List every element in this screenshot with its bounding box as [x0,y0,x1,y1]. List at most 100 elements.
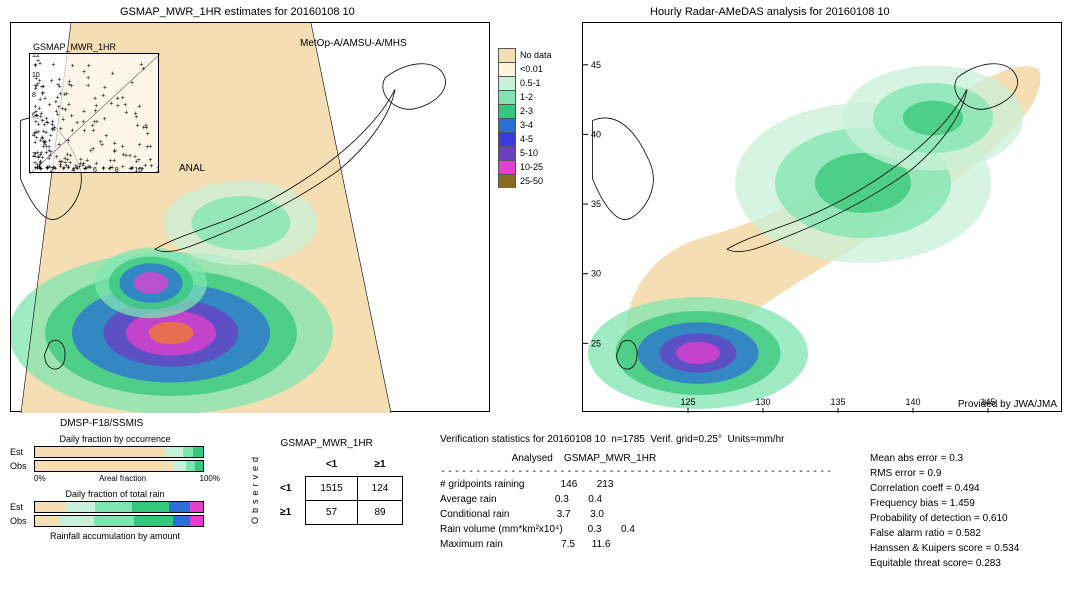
svg-text:+: + [101,166,105,173]
legend-item: 1-2 [498,90,552,104]
svg-text:10: 10 [134,167,142,174]
svg-text:+: + [101,93,105,100]
svg-text:4: 4 [71,167,75,174]
svg-text:+: + [109,101,113,108]
svg-text:135: 135 [830,397,845,407]
svg-text:+: + [41,84,45,91]
svg-text:+: + [59,126,63,133]
legend-item: 5-10 [498,146,552,160]
svg-text:+: + [49,149,53,156]
svg-text:+: + [82,69,86,76]
svg-text:25: 25 [591,338,601,348]
contingency-panel: GSMAP_MWR_1HR Observed <1≥1 <11515124 ≥1… [250,438,403,525]
svg-text:+: + [68,152,72,159]
svg-text:+: + [116,103,120,110]
svg-text:30: 30 [591,269,601,279]
svg-text:+: + [65,91,69,98]
svg-text:+: + [148,144,152,151]
legend-item: 3-4 [498,118,552,132]
svg-text:+: + [146,131,150,138]
fraction-title-accum: Rainfall accumulation by amount [10,531,220,541]
contingency-table: <1≥1 <11515124 ≥15789 [266,453,403,525]
svg-text:+: + [130,80,134,87]
fraction-bar-row: Est [10,446,220,458]
left-map-metop-label: MetOp-A/AMSU-A/MHS [300,38,407,49]
svg-text:+: + [103,116,107,123]
svg-text:+: + [66,138,70,145]
svg-text:+: + [86,75,90,82]
svg-text:+: + [91,123,95,130]
svg-text:+: + [70,127,74,134]
fraction-title-total: Daily fraction of total rain [10,489,220,499]
left-map-title: GSMAP_MWR_1HR estimates for 20160108 10 [120,6,355,18]
svg-text:+: + [51,62,55,69]
svg-text:+: + [67,78,71,85]
svg-text:Provided by JWA/JMA: Provided by JWA/JMA [958,399,1057,410]
svg-text:+: + [93,108,97,115]
verification-table: Analysed GSMAP_MWR_1HR------------------… [440,451,840,571]
left-map: GSMAP_MWR_1HR ++++++++++++++++++++++++++… [10,22,490,412]
svg-text:2: 2 [50,167,54,174]
fraction-panel: Daily fraction by occurrence EstObs 0% A… [10,430,220,543]
metric-row: Correlation coeff = 0.494 [870,481,1019,496]
svg-text:12: 12 [156,167,160,174]
svg-text:+: + [49,78,53,85]
svg-text:+: + [37,106,41,113]
metric-row: Equitable threat score= 0.283 [870,556,1019,571]
svg-text:+: + [133,154,137,161]
svg-text:+: + [108,158,112,165]
svg-text:+: + [34,63,38,70]
svg-text:+: + [39,113,43,120]
metric-row: RMS error = 0.9 [870,466,1019,481]
svg-text:2: 2 [32,152,36,159]
legend-item: <0.01 [498,62,552,76]
svg-text:130: 130 [755,397,770,407]
inset-anal-label: ANAL [179,163,205,174]
svg-text:140: 140 [905,397,920,407]
verification-panel: Verification statistics for 20160108 10 … [440,432,1070,571]
svg-text:+: + [35,166,39,173]
svg-text:+: + [61,116,65,123]
svg-text:8: 8 [115,167,119,174]
svg-text:+: + [38,152,42,159]
metric-row: False alarm ratio = 0.582 [870,526,1019,541]
metric-row: Mean abs error = 0.3 [870,451,1019,466]
svg-text:45: 45 [591,60,601,70]
svg-text:+: + [44,150,48,157]
right-map-title: Hourly Radar-AMeDAS analysis for 2016010… [650,6,890,18]
root: GSMAP_MWR_1HR estimates for 20160108 10 … [0,0,1080,612]
svg-text:+: + [121,95,125,102]
svg-text:35: 35 [591,199,601,209]
svg-text:+: + [121,143,125,150]
svg-text:+: + [57,141,61,148]
svg-text:+: + [67,102,71,109]
svg-text:+: + [43,95,47,102]
svg-text:+: + [55,154,59,161]
svg-text:+: + [56,112,60,119]
fraction-title-occurrence: Daily fraction by occurrence [10,434,220,444]
axis-100pct: 100% [200,474,220,483]
svg-text:+: + [113,140,117,147]
legend-item: No data [498,48,552,62]
svg-text:+: + [40,134,44,141]
svg-text:+: + [110,165,114,172]
left-map-dmsp-label: DMSP-F18/SSMIS [60,418,143,429]
svg-text:+: + [82,109,86,116]
svg-text:+: + [137,104,141,111]
svg-text:+: + [150,163,154,170]
verification-header: Verification statistics for 20160108 10 … [440,432,1070,447]
svg-text:6: 6 [32,112,36,119]
svg-text:+: + [104,133,108,140]
svg-text:+: + [86,82,90,89]
fraction-bar-row: Est [10,501,220,513]
legend-item: 0.5-1 [498,76,552,90]
svg-text:+: + [75,120,79,127]
svg-text:+: + [103,84,107,91]
right-map: 1251301351401452530354045 Provided by JW… [582,22,1062,412]
svg-text:+: + [56,82,60,89]
axis-0pct: 0% [34,474,46,483]
svg-text:+: + [137,142,141,149]
svg-text:+: + [66,164,70,171]
svg-text:+: + [81,119,85,126]
metric-row: Hanssen & Kuipers score = 0.534 [870,541,1019,556]
